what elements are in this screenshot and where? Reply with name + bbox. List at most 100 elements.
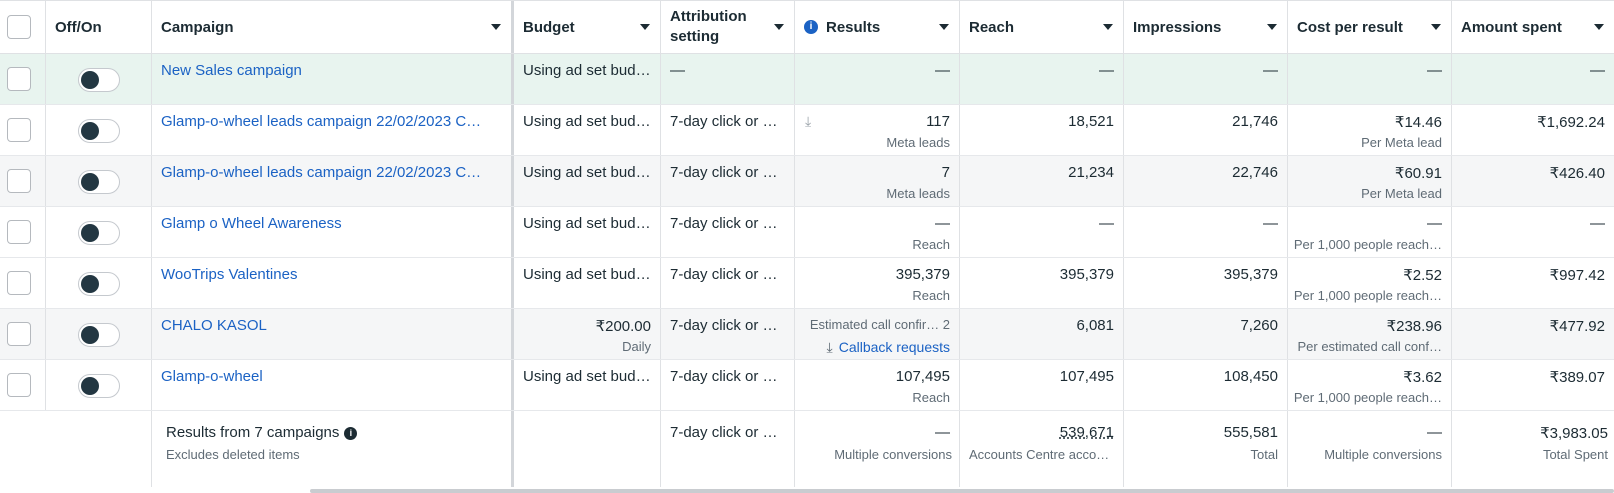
table-row[interactable]: Glamp o Wheel Awareness Using ad set bud… bbox=[0, 207, 1614, 258]
row-checkbox[interactable] bbox=[7, 220, 31, 244]
info-icon[interactable]: i bbox=[344, 427, 358, 440]
budget-value: Using ad set bud… bbox=[523, 164, 651, 181]
select-all-checkbox[interactable] bbox=[7, 15, 31, 39]
chevron-down-icon[interactable] bbox=[774, 24, 784, 30]
spent-value: — bbox=[1590, 62, 1605, 79]
results-subtext: Meta leads bbox=[886, 135, 950, 150]
attribution-value: — bbox=[670, 62, 685, 79]
spent-value: ₹477.92 bbox=[1549, 318, 1605, 335]
attribution-value: 7-day click or … bbox=[670, 215, 778, 232]
campaign-name-link[interactable]: Glamp-o-wheel bbox=[161, 368, 263, 385]
row-checkbox[interactable] bbox=[7, 322, 31, 346]
header-reach[interactable]: Reach bbox=[960, 1, 1124, 53]
results-value: 7 bbox=[941, 164, 950, 181]
horizontal-scrollbar[interactable] bbox=[310, 489, 1614, 493]
budget-value: ₹200.00 bbox=[595, 318, 651, 335]
budget-subtext: Daily bbox=[622, 339, 651, 354]
table-row[interactable]: Glamp-o-wheel Using ad set bud… 7-day cl… bbox=[0, 360, 1614, 411]
campaign-name-link[interactable]: Glamp o Wheel Awareness bbox=[161, 215, 342, 232]
header-campaign[interactable]: Campaign bbox=[152, 1, 514, 53]
reach-value: 107,495 bbox=[1059, 368, 1114, 385]
campaign-toggle[interactable] bbox=[78, 68, 120, 92]
header-label: Amount spent bbox=[1461, 18, 1562, 36]
campaign-name-link[interactable]: Glamp-o-wheel leads campaign 22/02/2023 … bbox=[161, 164, 482, 181]
callback-label: Callback requests bbox=[838, 339, 950, 355]
results-value: Estimated call confir… 2 bbox=[809, 317, 950, 332]
table-header: Off/On Campaign Budget Attribution setti… bbox=[0, 0, 1614, 54]
table-row[interactable]: CHALO KASOL ₹200.00 Daily 7-day click or … bbox=[0, 309, 1614, 360]
cost-value: ₹3.62 bbox=[1403, 369, 1442, 386]
spent-value: ₹426.40 bbox=[1549, 165, 1605, 182]
impressions-value: — bbox=[1263, 215, 1278, 232]
reach-value: — bbox=[1099, 215, 1114, 232]
results-value: — bbox=[935, 62, 950, 79]
summary-impressions-subtext: Total bbox=[1250, 447, 1278, 462]
row-checkbox[interactable] bbox=[7, 373, 31, 397]
summary-results: — bbox=[935, 424, 950, 441]
campaign-toggle[interactable] bbox=[78, 221, 120, 245]
chevron-down-icon[interactable] bbox=[939, 24, 949, 30]
results-subtext: Reach bbox=[912, 390, 950, 405]
summary-reach[interactable]: 539,671 bbox=[1059, 424, 1114, 441]
header-cost-per-result[interactable]: Cost per result bbox=[1288, 1, 1452, 53]
chevron-down-icon[interactable] bbox=[1103, 24, 1113, 30]
table-row[interactable]: WooTrips Valentines Using ad set bud… 7-… bbox=[0, 258, 1614, 309]
callback-requests[interactable]: ⤓ Callback requests bbox=[827, 339, 950, 356]
reach-value: 395,379 bbox=[1059, 266, 1114, 283]
row-checkbox[interactable] bbox=[7, 118, 31, 142]
budget-value: Using ad set bud… bbox=[523, 113, 651, 130]
budget-value: Using ad set bud… bbox=[523, 368, 651, 385]
cost-value: — bbox=[1427, 62, 1442, 79]
header-amount-spent[interactable]: Amount spent bbox=[1452, 1, 1614, 53]
results-subtext: Reach bbox=[912, 237, 950, 252]
row-checkbox[interactable] bbox=[7, 169, 31, 193]
summary-results-subtext: Multiple conversions bbox=[834, 447, 952, 462]
toggle-knob bbox=[81, 326, 99, 344]
table-row[interactable]: New Sales campaign Using ad set bud… — —… bbox=[0, 54, 1614, 105]
header-off-on[interactable]: Off/On bbox=[46, 1, 152, 53]
cost-value: ₹238.96 bbox=[1386, 318, 1442, 335]
table-row[interactable]: Glamp-o-wheel leads campaign 22/02/2023 … bbox=[0, 156, 1614, 207]
campaign-toggle[interactable] bbox=[78, 374, 120, 398]
summary-attribution: 7-day click or … bbox=[670, 424, 778, 441]
campaign-toggle[interactable] bbox=[78, 323, 120, 347]
header-budget[interactable]: Budget bbox=[514, 1, 661, 53]
campaign-name-link[interactable]: Glamp-o-wheel leads campaign 22/02/2023 … bbox=[161, 113, 482, 130]
chevron-down-icon[interactable] bbox=[640, 24, 650, 30]
summary-cost: — bbox=[1427, 424, 1442, 441]
info-icon[interactable]: i bbox=[804, 20, 818, 34]
chevron-down-icon[interactable] bbox=[491, 24, 501, 30]
cost-value: ₹2.52 bbox=[1403, 267, 1442, 284]
summary-title-text: Results from 7 campaigns bbox=[166, 424, 340, 441]
summary-impressions: 555,581 bbox=[1223, 424, 1278, 441]
table-row[interactable]: Glamp-o-wheel leads campaign 22/02/2023 … bbox=[0, 105, 1614, 156]
toggle-knob bbox=[81, 275, 99, 293]
header-label: setting bbox=[670, 28, 720, 45]
header-attribution-setting[interactable]: Attribution setting bbox=[661, 1, 795, 53]
chevron-down-icon[interactable] bbox=[1431, 24, 1441, 30]
campaign-toggle[interactable] bbox=[78, 272, 120, 296]
header-label: Off/On bbox=[55, 18, 102, 36]
header-label: Campaign bbox=[161, 18, 234, 36]
attribution-value: 7-day click or … bbox=[670, 266, 778, 283]
chevron-down-icon[interactable] bbox=[1267, 24, 1277, 30]
toggle-knob bbox=[81, 71, 99, 89]
campaign-toggle[interactable] bbox=[78, 119, 120, 143]
toggle-knob bbox=[81, 173, 99, 191]
row-checkbox[interactable] bbox=[7, 67, 31, 91]
campaign-toggle[interactable] bbox=[78, 170, 120, 194]
chevron-down-icon[interactable] bbox=[1594, 24, 1604, 30]
impressions-value: — bbox=[1263, 62, 1278, 79]
attribution-value: 7-day click or … bbox=[670, 164, 778, 181]
summary-row: Results from 7 campaigns i Excludes delet… bbox=[0, 411, 1614, 487]
campaign-name-link[interactable]: CHALO KASOL bbox=[161, 317, 267, 334]
reach-value: 21,234 bbox=[1068, 164, 1114, 181]
campaign-name-link[interactable]: WooTrips Valentines bbox=[161, 266, 298, 283]
campaign-name-link[interactable]: New Sales campaign bbox=[161, 62, 302, 79]
impressions-value: 22,746 bbox=[1232, 164, 1278, 181]
header-results[interactable]: i Results bbox=[795, 1, 960, 53]
header-impressions[interactable]: Impressions bbox=[1124, 1, 1288, 53]
row-checkbox[interactable] bbox=[7, 271, 31, 295]
cost-subtext: Per Meta lead bbox=[1361, 186, 1442, 201]
download-icon[interactable]: ⤓ bbox=[805, 113, 812, 129]
